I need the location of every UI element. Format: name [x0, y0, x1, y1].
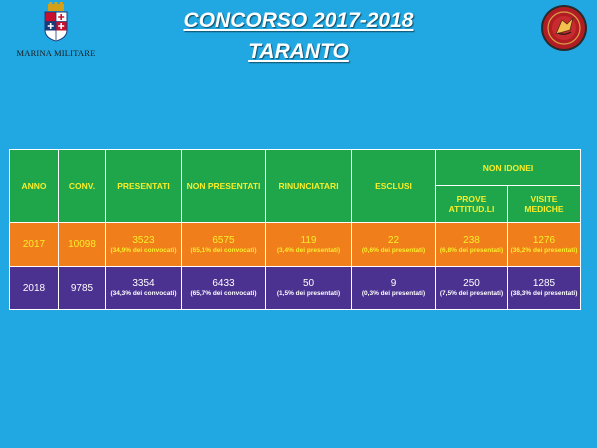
column-header-non-presentati: NON PRESENTATI	[181, 149, 266, 223]
brand-name: MARINA MILITARE	[16, 48, 96, 58]
column-header-prove: PROVE ATTITUD.LI	[435, 185, 508, 223]
cell-note: (1,5% dei presentati)	[276, 290, 341, 297]
emblem-logo-icon	[541, 5, 587, 51]
cell-note: (65,1% dei convocati)	[190, 246, 257, 254]
cell-esclusi: 9 (0,3% dei presentati)	[351, 266, 436, 310]
cell-value: 6433	[212, 278, 235, 289]
cell-presentati: 3523 (34,9% dei convocati)	[105, 222, 182, 267]
cell-note: (3,4% dei presentati)	[276, 246, 341, 254]
cell-conv: 9785	[58, 266, 106, 310]
cell-rinunciatari: 50 (1,5% dei presentati)	[265, 266, 352, 310]
table-row: 2018 9785 3354 (34,3% dei convocati) 643…	[9, 266, 581, 310]
column-header-non-idonei: NON IDONEI	[435, 149, 581, 186]
cell-value: 1276	[532, 234, 556, 246]
page-title: CONCORSO 2017-2018	[183, 9, 414, 32]
cell-value: 3354	[132, 278, 155, 289]
table-row: 2017 10098 3523 (34,9% dei convocati) 65…	[9, 222, 581, 267]
cell-presentati: 3354 (34,3% dei convocati)	[105, 266, 182, 310]
cell-value: 238	[463, 234, 480, 246]
cell-anno: 2018	[9, 266, 59, 310]
cell-conv: 10098	[58, 222, 106, 267]
cell-value: 50	[302, 278, 315, 289]
marina-militare-logo: MARINA MILITARE	[8, 2, 104, 62]
cell-value: 9	[390, 278, 397, 289]
cell-prove: 250 (7,5% dei presentati)	[435, 266, 508, 310]
cell-anno: 2017	[9, 222, 59, 267]
naval-crest-icon	[44, 2, 68, 42]
cell-visite: 1276 (36,2% dei presentati)	[507, 222, 581, 267]
column-header-conv: CONV.	[58, 149, 106, 223]
cell-value: 3523	[132, 234, 155, 246]
column-header-esclusi: ESCLUSI	[351, 149, 436, 223]
cell-note: (34,9% dei convocati)	[110, 246, 177, 254]
cell-note: (65,7% dei convocati)	[190, 290, 257, 297]
cell-visite: 1285 (38,3% dei presentati)	[507, 266, 581, 310]
cell-note: (0,6% dei presentati)	[361, 246, 426, 254]
cell-note: (36,2% dei presentati)	[510, 246, 578, 254]
column-header-anno: ANNO	[9, 149, 59, 223]
cell-value: 6575	[212, 234, 235, 246]
cell-value: 1285	[532, 278, 556, 289]
cell-value: 119	[300, 234, 317, 246]
cell-note: (7,5% dei presentati)	[439, 290, 504, 297]
cell-value: 250	[463, 278, 480, 289]
page-subtitle: TARANTO	[248, 40, 349, 63]
cell-esclusi: 22 (0,6% dei presentati)	[351, 222, 436, 267]
cell-note: (0,3% dei presentati)	[361, 290, 426, 297]
cell-note: (34,3% dei convocati)	[110, 290, 177, 297]
cell-non-presentati: 6433 (65,7% dei convocati)	[181, 266, 266, 310]
column-header-rinunciatari: RINUNCIATARI	[265, 149, 352, 223]
column-header-visite: VISITE MEDICHE	[507, 185, 581, 223]
cell-value: 22	[387, 234, 400, 246]
cell-note: (38,3% dei presentati)	[510, 290, 578, 297]
results-table: ANNO CONV. PRESENTATI NON PRESENTATI RIN…	[9, 149, 581, 310]
cell-note: (6,8% dei presentati)	[439, 246, 504, 254]
column-header-presentati: PRESENTATI	[105, 149, 182, 223]
cell-prove: 238 (6,8% dei presentati)	[435, 222, 508, 267]
cell-non-presentati: 6575 (65,1% dei convocati)	[181, 222, 266, 267]
cell-rinunciatari: 119 (3,4% dei presentati)	[265, 222, 352, 267]
